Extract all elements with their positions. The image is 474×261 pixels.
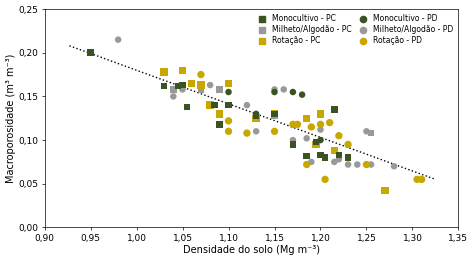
Point bbox=[170, 87, 177, 92]
Point bbox=[303, 136, 310, 140]
Point bbox=[344, 156, 352, 160]
Point bbox=[317, 112, 324, 116]
Point bbox=[174, 84, 182, 88]
Point bbox=[216, 112, 223, 116]
Point bbox=[252, 129, 260, 133]
Point bbox=[179, 87, 186, 92]
Y-axis label: Macroporosidade (m³ m⁻³): Macroporosidade (m³ m⁻³) bbox=[6, 54, 16, 183]
Point bbox=[271, 112, 278, 116]
Point bbox=[317, 138, 324, 142]
Point bbox=[225, 81, 232, 85]
Point bbox=[289, 122, 297, 126]
Point bbox=[326, 121, 334, 125]
Point bbox=[330, 149, 338, 153]
Point bbox=[225, 129, 232, 133]
Point bbox=[335, 134, 343, 138]
Point bbox=[308, 160, 315, 164]
X-axis label: Densidade do solo (Mg m⁻³): Densidade do solo (Mg m⁻³) bbox=[183, 245, 320, 256]
Point bbox=[179, 83, 186, 87]
Point bbox=[271, 90, 278, 94]
Point bbox=[413, 177, 421, 181]
Point bbox=[317, 128, 324, 132]
Point bbox=[303, 116, 310, 120]
Point bbox=[216, 87, 223, 92]
Point bbox=[335, 153, 343, 157]
Point bbox=[197, 73, 205, 77]
Point bbox=[243, 131, 251, 135]
Point bbox=[344, 142, 352, 146]
Point bbox=[418, 177, 426, 181]
Point bbox=[216, 87, 223, 92]
Point bbox=[160, 84, 168, 88]
Point bbox=[271, 87, 278, 92]
Point bbox=[87, 51, 94, 55]
Point bbox=[330, 108, 338, 112]
Point bbox=[363, 129, 370, 133]
Point bbox=[170, 94, 177, 98]
Point bbox=[390, 164, 398, 168]
Point bbox=[294, 122, 301, 126]
Legend: Monocultivo - PC, Milheto/Algodão - PC, Rotação - PC, Monocultivo - PD, Milheto/: Monocultivo - PC, Milheto/Algodão - PC, … bbox=[253, 13, 455, 47]
Point bbox=[308, 125, 315, 129]
Point bbox=[252, 114, 260, 118]
Point bbox=[197, 87, 205, 92]
Point bbox=[354, 162, 361, 167]
Point bbox=[317, 153, 324, 157]
Point bbox=[289, 90, 297, 94]
Point bbox=[363, 162, 370, 167]
Point bbox=[367, 162, 375, 167]
Point bbox=[252, 116, 260, 120]
Point bbox=[330, 160, 338, 164]
Point bbox=[197, 83, 205, 87]
Point bbox=[206, 83, 214, 87]
Point bbox=[335, 157, 343, 161]
Point bbox=[271, 114, 278, 118]
Point bbox=[381, 189, 389, 193]
Point bbox=[303, 162, 310, 167]
Point bbox=[367, 131, 375, 135]
Point bbox=[225, 90, 232, 94]
Point bbox=[160, 70, 168, 74]
Point bbox=[271, 112, 278, 116]
Point bbox=[280, 87, 288, 92]
Point bbox=[114, 38, 122, 42]
Point bbox=[317, 122, 324, 126]
Point bbox=[243, 103, 251, 107]
Point bbox=[344, 162, 352, 167]
Point bbox=[183, 105, 191, 109]
Point bbox=[289, 142, 297, 146]
Point bbox=[206, 103, 214, 107]
Point bbox=[216, 122, 223, 126]
Point bbox=[211, 103, 219, 107]
Point bbox=[271, 129, 278, 133]
Point bbox=[321, 156, 329, 160]
Point bbox=[252, 112, 260, 116]
Point bbox=[303, 154, 310, 158]
Point bbox=[179, 68, 186, 72]
Point bbox=[188, 81, 196, 85]
Point bbox=[298, 93, 306, 97]
Point bbox=[312, 140, 319, 144]
Point bbox=[225, 103, 232, 107]
Point bbox=[321, 177, 329, 181]
Point bbox=[289, 138, 297, 142]
Point bbox=[312, 142, 319, 146]
Point bbox=[225, 119, 232, 123]
